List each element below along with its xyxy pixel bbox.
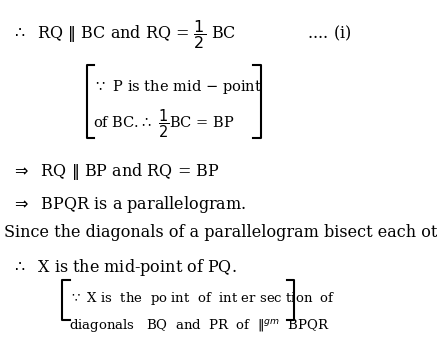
Text: of BC.$\therefore$ $\dfrac{1}{2}$BC = BP: of BC.$\therefore$ $\dfrac{1}{2}$BC = BP bbox=[93, 108, 235, 140]
Text: $\Rightarrow$  BPQR is a parallelogram.: $\Rightarrow$ BPQR is a parallelogram. bbox=[10, 194, 246, 215]
Text: $\because$ X is  the  po int  of  int er sec tion  of: $\because$ X is the po int of int er sec… bbox=[69, 291, 335, 307]
Text: Since the diagonals of a parallelogram bisect each other.: Since the diagonals of a parallelogram b… bbox=[4, 224, 437, 241]
Text: $\Rightarrow$  RQ $\|$ BP and RQ = BP: $\Rightarrow$ RQ $\|$ BP and RQ = BP bbox=[10, 161, 219, 182]
Text: diagonals   BQ  and  PR  of  $\|^{gm}$  BPQR: diagonals BQ and PR of $\|^{gm}$ BPQR bbox=[69, 317, 329, 334]
Text: $\therefore$  RQ $\|$ BC and RQ = $\dfrac{1}{2}$ BC $\qquad\qquad$ .... (i): $\therefore$ RQ $\|$ BC and RQ = $\dfrac… bbox=[10, 18, 351, 51]
Text: $\because$ P is the mid $-$ point: $\because$ P is the mid $-$ point bbox=[93, 78, 262, 96]
Text: $\therefore$  X is the mid-point of PQ.: $\therefore$ X is the mid-point of PQ. bbox=[10, 257, 236, 278]
